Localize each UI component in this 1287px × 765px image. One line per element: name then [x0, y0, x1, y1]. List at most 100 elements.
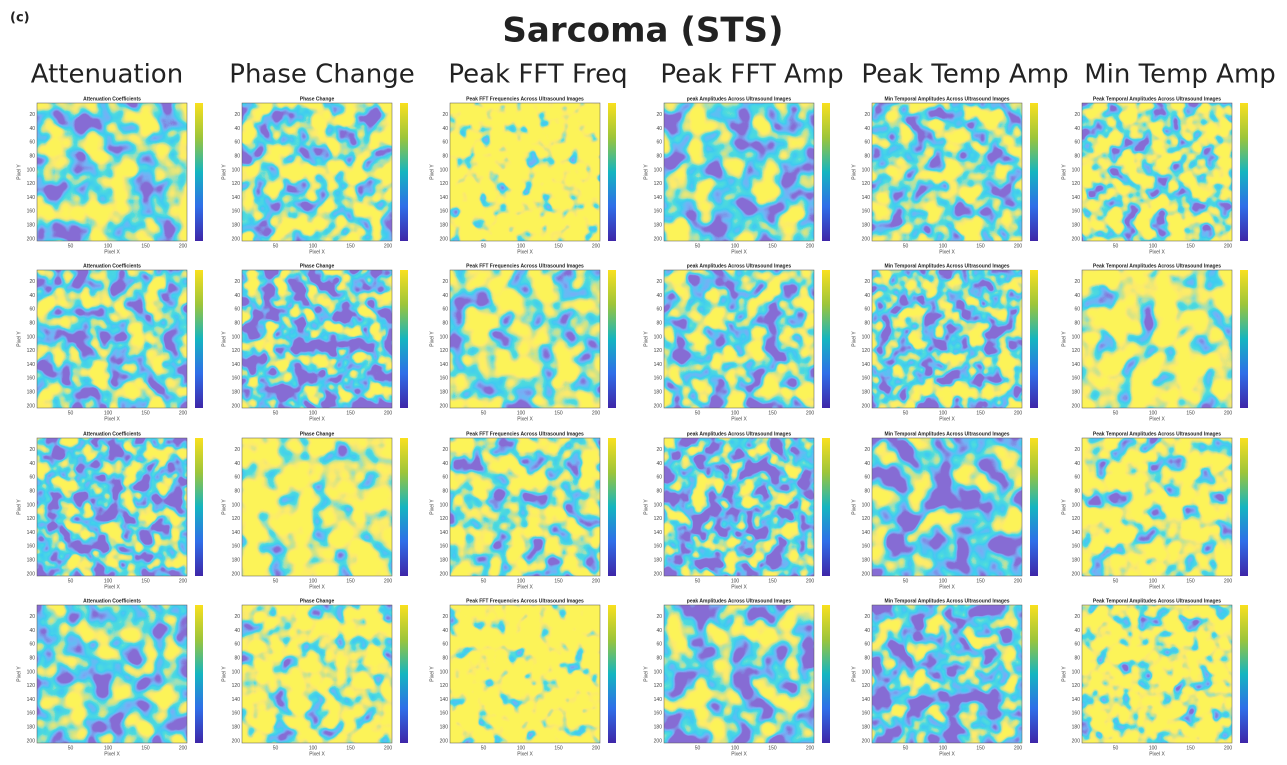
y-tick-label: 20: [864, 112, 870, 118]
y-tick-label: 80: [656, 321, 662, 327]
y-tick-label: 60: [29, 475, 35, 481]
x-tick-label: 50: [273, 745, 279, 751]
y-tick-label: 120: [862, 516, 871, 522]
y-tick-label: 180: [440, 390, 449, 396]
y-tick-label: 200: [440, 738, 449, 744]
y-tick-label: 180: [232, 390, 241, 396]
y-tick-label: 80: [1074, 656, 1080, 662]
heatmap: [872, 270, 1022, 408]
x-tick-label: 150: [1186, 410, 1195, 416]
x-axis-label: Pixel X: [309, 249, 325, 255]
colorbar: [195, 438, 203, 576]
x-tick-label: 150: [554, 578, 563, 584]
colorbar: [822, 270, 830, 408]
y-tick-label: 200: [862, 403, 871, 409]
x-tick-label: 150: [141, 578, 150, 584]
x-axis-label: Pixel X: [1149, 584, 1165, 590]
y-tick-label: 80: [864, 489, 870, 495]
x-tick-label: 50: [481, 410, 487, 416]
panel-label: (c): [10, 11, 30, 26]
x-tick-label: 200: [1014, 578, 1023, 584]
panel-title: peak Amplitudes Across Ultrasound Images: [687, 431, 792, 437]
y-tick-label: 180: [654, 223, 663, 229]
panel-title: Peak Temporal Amplitudes Across Ultrasou…: [1093, 598, 1221, 604]
y-tick-label: 140: [654, 195, 663, 201]
y-tick-label: 20: [234, 614, 240, 620]
y-tick-label: 120: [1072, 348, 1081, 354]
y-tick-label: 60: [864, 475, 870, 481]
y-tick-label: 20: [864, 279, 870, 285]
x-tick-label: 200: [592, 410, 601, 416]
y-tick-label: 140: [1072, 697, 1081, 703]
y-tick-label: 40: [442, 126, 448, 132]
panel-title: Min Temporal Amplitudes Across Ultrasoun…: [884, 263, 1009, 269]
y-tick-label: 20: [1074, 614, 1080, 620]
y-tick-label: 160: [232, 376, 241, 382]
y-tick-label: 60: [656, 140, 662, 146]
y-tick-label: 100: [1072, 167, 1081, 173]
x-tick-label: 150: [768, 578, 777, 584]
y-tick-label: 40: [29, 126, 35, 132]
y-tick-label: 180: [440, 558, 449, 564]
x-tick-label: 200: [384, 745, 393, 751]
x-tick-label: 200: [1014, 745, 1023, 751]
heatmap: [664, 270, 814, 408]
y-tick-label: 80: [29, 489, 35, 495]
y-tick-label: 100: [232, 334, 241, 340]
x-tick-label: 150: [141, 745, 150, 751]
y-tick-label: 200: [1072, 403, 1081, 409]
x-axis-label: Pixel X: [309, 416, 325, 422]
y-axis-label: Pixel Y: [221, 164, 227, 180]
y-tick-label: 40: [656, 126, 662, 132]
x-axis-label: Pixel X: [517, 751, 533, 757]
x-axis-label: Pixel X: [104, 751, 120, 757]
heatmap: [450, 438, 600, 576]
y-tick-label: 180: [654, 725, 663, 731]
y-tick-label: 160: [654, 711, 663, 717]
y-tick-label: 160: [1072, 209, 1081, 215]
y-tick-label: 200: [27, 236, 36, 242]
colorbar: [608, 605, 616, 743]
y-axis-label: Pixel Y: [643, 331, 649, 347]
y-axis-label: Pixel Y: [851, 331, 857, 347]
y-tick-label: 60: [1074, 642, 1080, 648]
y-tick-label: 80: [1074, 321, 1080, 327]
y-axis-label: Pixel Y: [221, 331, 227, 347]
y-tick-label: 160: [1072, 711, 1081, 717]
x-axis-label: Pixel X: [1149, 416, 1165, 422]
y-tick-label: 120: [440, 516, 449, 522]
x-tick-label: 50: [903, 745, 909, 751]
x-tick-label: 150: [1186, 745, 1195, 751]
y-tick-label: 180: [27, 390, 36, 396]
colorbar: [1240, 103, 1248, 241]
y-tick-label: 60: [1074, 140, 1080, 146]
y-tick-label: 80: [234, 321, 240, 327]
y-tick-label: 180: [1072, 725, 1081, 731]
y-tick-label: 180: [27, 558, 36, 564]
heatmap: [664, 103, 814, 241]
heatmap: [37, 270, 187, 408]
y-tick-label: 80: [1074, 154, 1080, 160]
y-tick-label: 40: [656, 628, 662, 634]
y-tick-label: 160: [27, 544, 36, 550]
colorbar: [608, 438, 616, 576]
x-tick-label: 200: [592, 745, 601, 751]
x-tick-label: 150: [346, 745, 355, 751]
x-tick-label: 50: [695, 745, 701, 751]
y-tick-label: 200: [862, 738, 871, 744]
y-tick-label: 140: [1072, 195, 1081, 201]
x-tick-label: 50: [1113, 745, 1119, 751]
y-tick-label: 40: [29, 293, 35, 299]
panel-title: Phase Change: [300, 263, 335, 269]
y-tick-label: 160: [27, 711, 36, 717]
y-tick-label: 160: [440, 376, 449, 382]
y-tick-label: 160: [654, 544, 663, 550]
y-tick-label: 80: [864, 154, 870, 160]
y-axis-label: Pixel Y: [1061, 331, 1067, 347]
y-tick-label: 160: [862, 376, 871, 382]
panel-title: Peak FFT Frequencies Across Ultrasound I…: [466, 431, 584, 437]
heatmap: [242, 438, 392, 576]
y-tick-label: 140: [440, 362, 449, 368]
y-tick-label: 200: [1072, 571, 1081, 577]
x-tick-label: 200: [179, 410, 188, 416]
